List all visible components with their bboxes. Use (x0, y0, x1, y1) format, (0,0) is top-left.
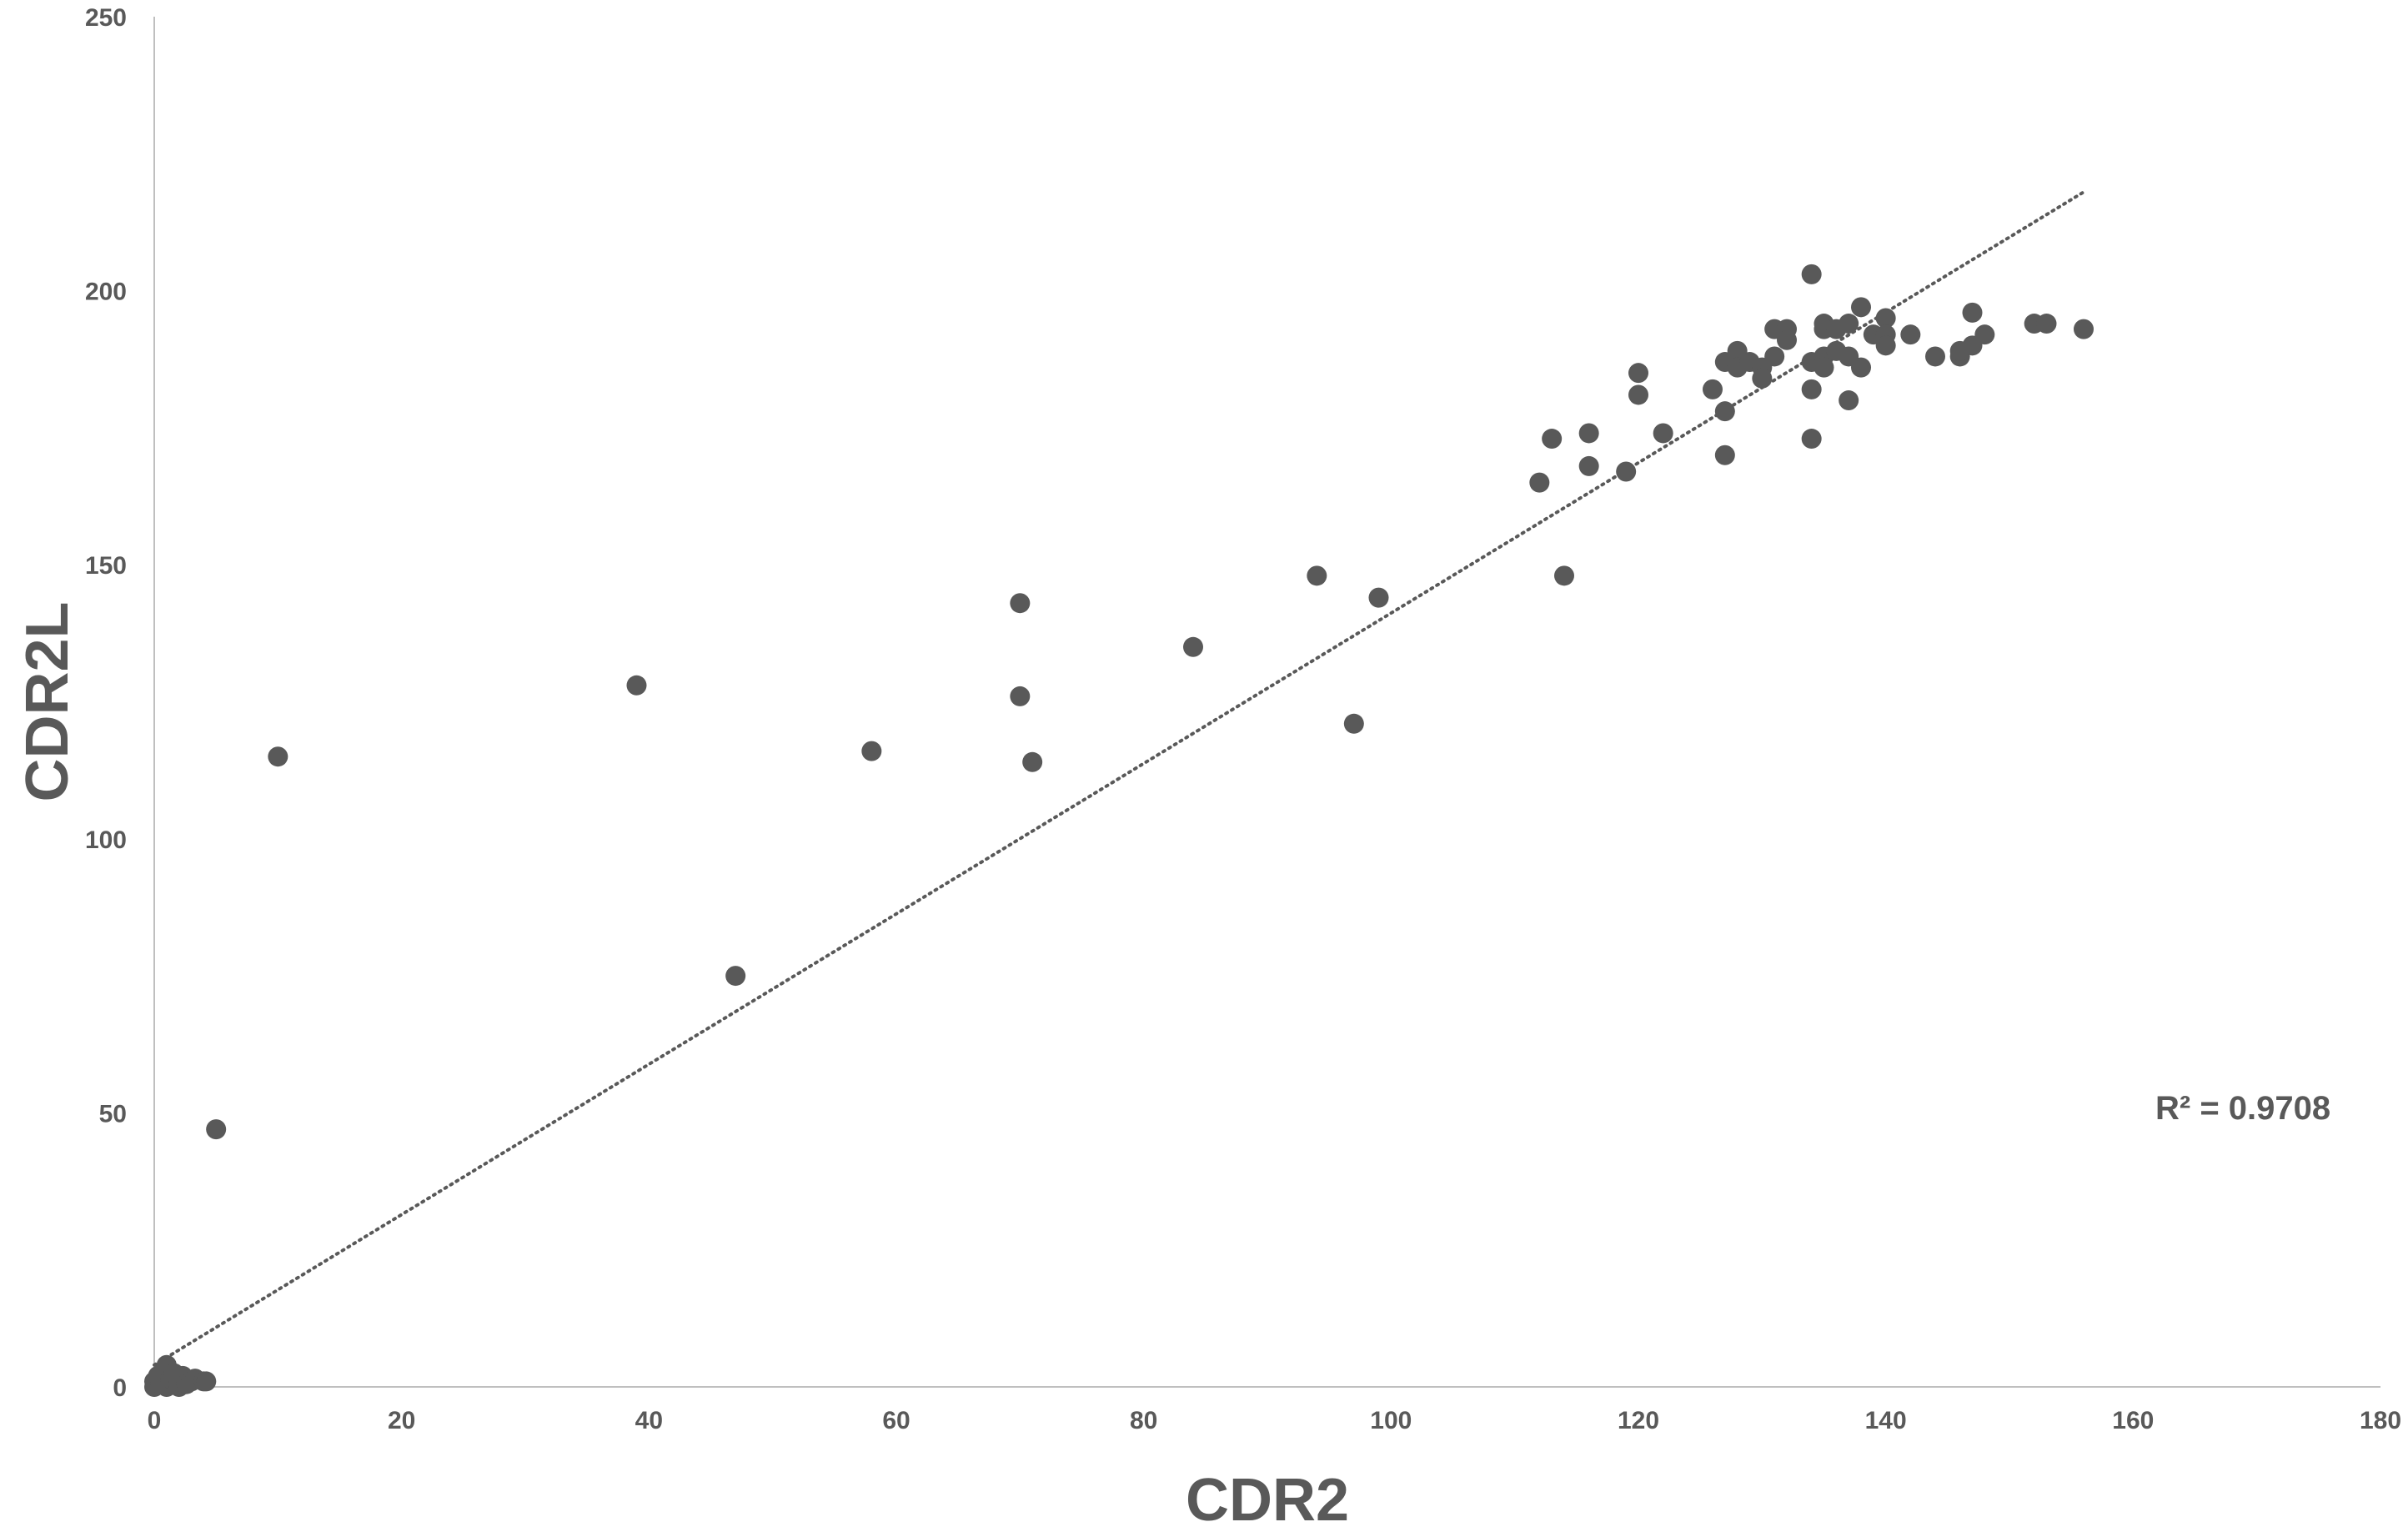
data-point (1851, 297, 1871, 318)
data-point (1578, 455, 1599, 476)
axes (153, 17, 2380, 1388)
y-tick-label: 100 (85, 826, 127, 854)
linear-trendline (153, 190, 2085, 1367)
data-point (1529, 472, 1550, 493)
data-point (1703, 379, 1723, 399)
data-point (861, 741, 882, 761)
x-axis-title: CDR2 (1186, 1467, 1349, 1527)
data-point (1542, 429, 1563, 450)
data-point (268, 746, 288, 767)
x-tick-label: 0 (148, 1407, 162, 1434)
trendline-group (153, 190, 2085, 1367)
data-point (1010, 593, 1031, 614)
data-point (1801, 264, 1822, 284)
data-point (1814, 357, 1834, 378)
data-point (1925, 346, 1945, 367)
data-point (1875, 335, 1896, 356)
r-squared-label: R² = 0.9708 (2155, 1090, 2330, 1127)
data-point (1578, 423, 1599, 444)
data-point (1010, 686, 1031, 706)
data-points (144, 264, 2094, 1397)
data-point (1777, 329, 1797, 350)
data-point (1801, 379, 1822, 399)
x-tick-label: 180 (2360, 1407, 2401, 1434)
data-point (1653, 423, 1673, 444)
x-tick-label: 160 (2112, 1407, 2154, 1434)
x-tick-label: 20 (388, 1407, 415, 1434)
data-point (2074, 319, 2094, 339)
data-point (1962, 302, 1983, 323)
x-tick-label: 100 (1370, 1407, 1412, 1434)
data-point (1714, 445, 1735, 465)
data-point (1628, 363, 1648, 384)
x-tick-label: 80 (1130, 1407, 1157, 1434)
data-point (2036, 314, 2057, 334)
data-point (1839, 390, 1859, 411)
data-point (1875, 308, 1896, 329)
data-point (1616, 461, 1637, 482)
data-point (725, 966, 746, 987)
x-tick-label: 60 (882, 1407, 910, 1434)
x-tick-label: 40 (635, 1407, 663, 1434)
y-tick-label: 0 (113, 1374, 127, 1402)
y-axis-title: CDR2L (14, 601, 81, 801)
y-tick-label: 150 (85, 552, 127, 580)
x-tick-label: 140 (1865, 1407, 1907, 1434)
y-tick-label: 50 (99, 1100, 127, 1128)
data-point (1307, 565, 1327, 586)
tick-labels: 0 20 40 60 80 100 120 140 160 180 0 50 100 150 200 250 (85, 4, 2401, 1434)
y-tick-label: 200 (85, 279, 127, 306)
data-point (1764, 346, 1785, 367)
data-point (1368, 587, 1389, 608)
data-point (1628, 384, 1648, 405)
y-tick-label: 250 (85, 4, 127, 32)
data-point (1974, 324, 1995, 345)
data-point (1801, 429, 1822, 450)
data-point (1343, 713, 1364, 734)
data-point (1900, 324, 1921, 345)
data-point (196, 1371, 217, 1392)
data-point (206, 1119, 227, 1140)
data-point (1839, 314, 1859, 334)
data-point (1183, 636, 1203, 657)
data-point (1554, 565, 1574, 586)
data-point (1022, 751, 1043, 772)
x-tick-label: 120 (1618, 1407, 1659, 1434)
data-point (1752, 368, 1773, 389)
data-point (1714, 401, 1735, 422)
data-point (626, 675, 647, 696)
data-point (1851, 357, 1871, 378)
